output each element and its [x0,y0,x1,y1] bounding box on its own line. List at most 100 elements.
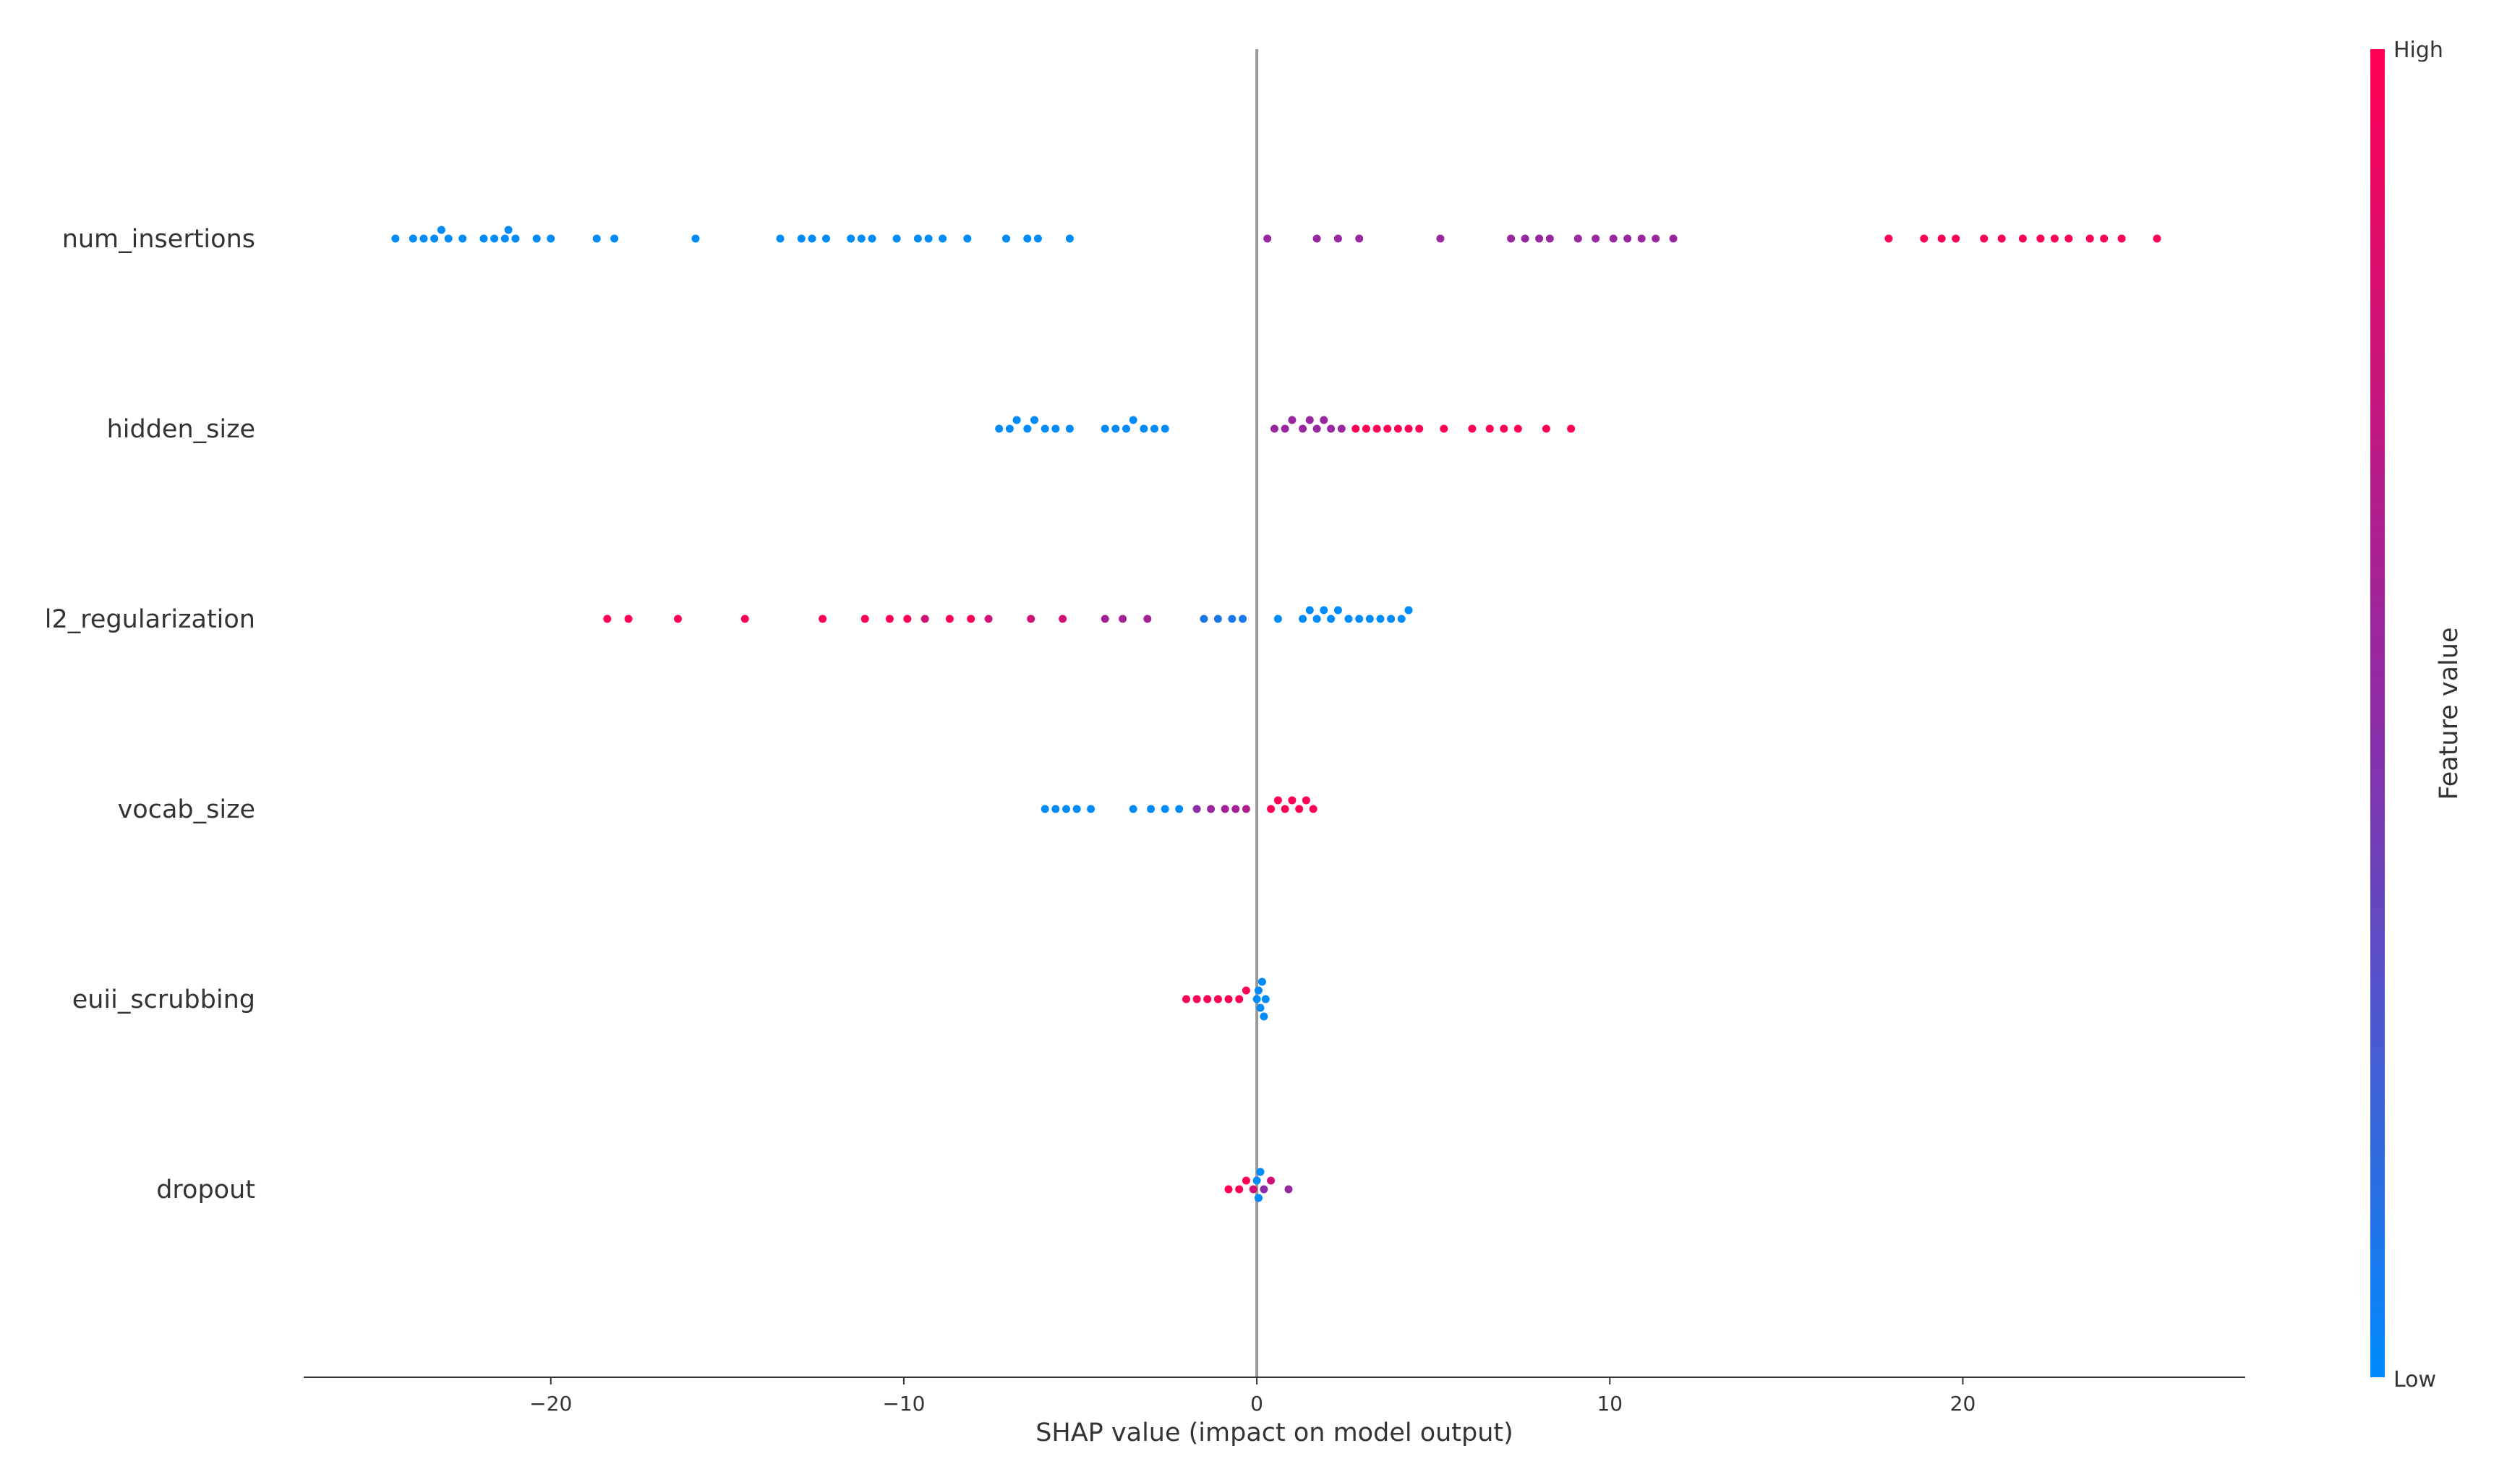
point-num_insertions-10 [504,226,513,234]
point-l2_regularization-27 [1333,606,1342,615]
point-l2_regularization-8 [921,615,929,623]
point-euii_scrubbing-11 [1260,1012,1268,1021]
point-num_insertions-30 [1023,234,1032,243]
x-tick-label: −10 [882,1392,925,1416]
point-num_insertions-7 [479,234,488,243]
point-num_insertions-48 [1669,234,1678,243]
point-dropout-6 [1256,1168,1265,1176]
x-tick-label: 0 [1250,1392,1263,1416]
point-hidden_size-35 [1513,424,1522,433]
colorbar-low-label: Low [2393,1367,2436,1392]
point-l2_regularization-9 [945,615,954,623]
point-hidden_size-12 [1140,424,1148,433]
point-euii_scrubbing-9 [1256,1003,1265,1012]
point-hidden_size-28 [1393,424,1402,433]
point-hidden_size-4 [1030,416,1038,424]
point-vocab_size-9 [1192,805,1201,813]
point-num_insertions-32 [1065,234,1074,243]
point-l2_regularization-2 [674,615,682,623]
point-hidden_size-25 [1362,424,1370,433]
point-num_insertions-2 [419,234,428,243]
point-hidden_size-24 [1351,424,1360,433]
point-dropout-9 [1284,1185,1293,1194]
point-num_insertions-22 [857,234,866,243]
point-l2_regularization-32 [1387,615,1396,623]
point-vocab_size-19 [1302,796,1310,805]
feature-label-hidden_size: hidden_size [107,415,255,444]
point-dropout-5 [1255,1194,1263,1202]
point-euii_scrubbing-12 [1261,995,1270,1003]
point-hidden_size-15 [1270,424,1278,433]
point-hidden_size-22 [1327,424,1336,433]
point-hidden_size-7 [1065,424,1074,433]
point-dropout-1 [1235,1185,1244,1194]
point-vocab_size-4 [1087,805,1095,813]
feature-label-l2_regularization: l2_regularization [45,605,255,634]
point-vocab_size-13 [1242,805,1250,813]
point-l2_regularization-31 [1376,615,1385,623]
point-l2_regularization-6 [885,615,894,623]
point-num_insertions-53 [1980,234,1989,243]
point-l2_regularization-28 [1344,615,1353,623]
point-hidden_size-30 [1415,424,1424,433]
point-num_insertions-20 [822,234,830,243]
point-num_insertions-29 [1002,234,1010,243]
point-num_insertions-19 [808,234,816,243]
point-num_insertions-59 [2085,234,2094,243]
colorbar: High Low Feature value [2370,38,2464,1392]
feature-label-dropout: dropout [156,1176,255,1204]
point-l2_regularization-12 [1027,615,1035,623]
x-tick-label: −20 [529,1392,572,1416]
point-dropout-2 [1242,1176,1250,1185]
point-num_insertions-33 [1263,234,1272,243]
point-num_insertions-16 [691,234,700,243]
point-dropout-8 [1267,1176,1276,1185]
point-l2_regularization-23 [1305,606,1314,615]
point-hidden_size-19 [1305,416,1314,424]
point-vocab_size-11 [1221,805,1229,813]
point-num_insertions-58 [2064,234,2073,243]
point-num_insertions-38 [1507,234,1516,243]
point-vocab_size-0 [1041,805,1049,813]
point-l2_regularization-33 [1397,615,1406,623]
colorbar-title: Feature value [2435,628,2464,800]
point-num_insertions-4 [437,226,445,234]
point-vocab_size-2 [1062,805,1070,813]
point-num_insertions-26 [924,234,933,243]
point-num_insertions-52 [1952,234,1960,243]
point-l2_regularization-13 [1059,615,1067,623]
point-dropout-4 [1252,1176,1261,1185]
point-hidden_size-6 [1051,424,1060,433]
point-num_insertions-27 [939,234,947,243]
point-num_insertions-40 [1535,234,1544,243]
colorbar-gradient [2370,49,2385,1377]
point-num_insertions-37 [1436,234,1445,243]
feature-label-euii_scrubbing: euii_scrubbing [72,985,255,1014]
point-euii_scrubbing-4 [1224,995,1233,1003]
point-l2_regularization-4 [819,615,827,623]
point-num_insertions-46 [1637,234,1646,243]
point-euii_scrubbing-1 [1192,995,1201,1003]
point-num_insertions-56 [2036,234,2045,243]
point-num_insertions-28 [963,234,972,243]
point-hidden_size-14 [1161,424,1169,433]
point-hidden_size-27 [1383,424,1392,433]
point-num_insertions-34 [1312,234,1321,243]
point-num_insertions-11 [511,234,520,243]
point-vocab_size-12 [1231,805,1240,813]
point-num_insertions-41 [1545,234,1554,243]
point-hidden_size-34 [1500,424,1508,433]
point-dropout-3 [1249,1185,1257,1194]
point-l2_regularization-25 [1320,606,1328,615]
point-l2_regularization-7 [903,615,912,623]
point-vocab_size-17 [1288,796,1297,805]
x-ticks: −20 −10 0 10 20 [529,1377,1976,1416]
point-l2_regularization-3 [740,615,749,623]
point-dropout-7 [1260,1185,1268,1194]
point-hidden_size-37 [1567,424,1576,433]
point-num_insertions-9 [500,234,509,243]
point-hidden_size-8 [1101,424,1109,433]
point-hidden_size-0 [995,424,1004,433]
point-num_insertions-5 [444,234,453,243]
